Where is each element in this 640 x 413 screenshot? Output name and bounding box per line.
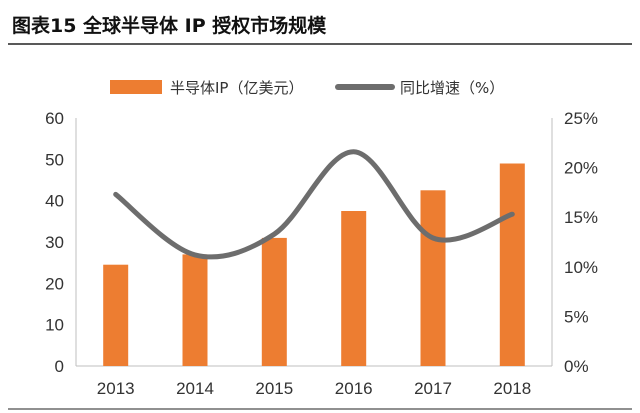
growth-rate-line [113, 149, 515, 260]
y-left-tick-label: 40 [45, 192, 64, 211]
y-left-tick-label: 50 [45, 150, 64, 169]
y-right-tick-label: 20% [564, 159, 598, 178]
bar-2015 [261, 237, 287, 366]
x-tick-label: 2016 [335, 379, 373, 398]
bar-series [103, 163, 525, 366]
figure-title: 图表15 全球半导体 IP 授权市场规模 [12, 14, 327, 37]
tick-labels: 0 10 20 30 40 50 60 0% 5% 10% 15% 20% 25% 2013 2014 201… [45, 109, 598, 398]
y-right-tick-label: 15% [564, 208, 598, 227]
y-right-tick-label: 0% [564, 357, 589, 376]
legend-swatch-bars [110, 80, 162, 94]
y-left-tick-label: 10 [45, 316, 64, 335]
axes [75, 118, 553, 367]
bar-2017 [420, 190, 446, 366]
y-left-tick-label: 60 [45, 109, 64, 128]
x-tick-label: 2013 [97, 379, 135, 398]
bar-2013 [103, 264, 129, 366]
bar-2016 [341, 211, 367, 366]
bar-2018 [499, 163, 525, 366]
legend-label-bars: 半导体IP（亿美元） [170, 79, 303, 97]
y-right-tick-label: 25% [564, 109, 598, 128]
y-left-tick-label: 0 [55, 357, 64, 376]
y-left-tick-label: 20 [45, 274, 64, 293]
legend-label-line: 同比增速（%） [400, 79, 504, 97]
y-left-tick-label: 30 [45, 233, 64, 252]
legend: 半导体IP（亿美元） 同比增速（%） [110, 79, 504, 97]
x-tick-label: 2014 [176, 379, 214, 398]
line-series [113, 149, 515, 260]
y-right-tick-label: 10% [564, 258, 598, 277]
y-right-tick-label: 5% [564, 307, 589, 326]
bar-2014 [182, 254, 208, 366]
x-tick-label: 2018 [493, 379, 531, 398]
x-tick-label: 2015 [255, 379, 293, 398]
x-tick-label: 2017 [414, 379, 452, 398]
